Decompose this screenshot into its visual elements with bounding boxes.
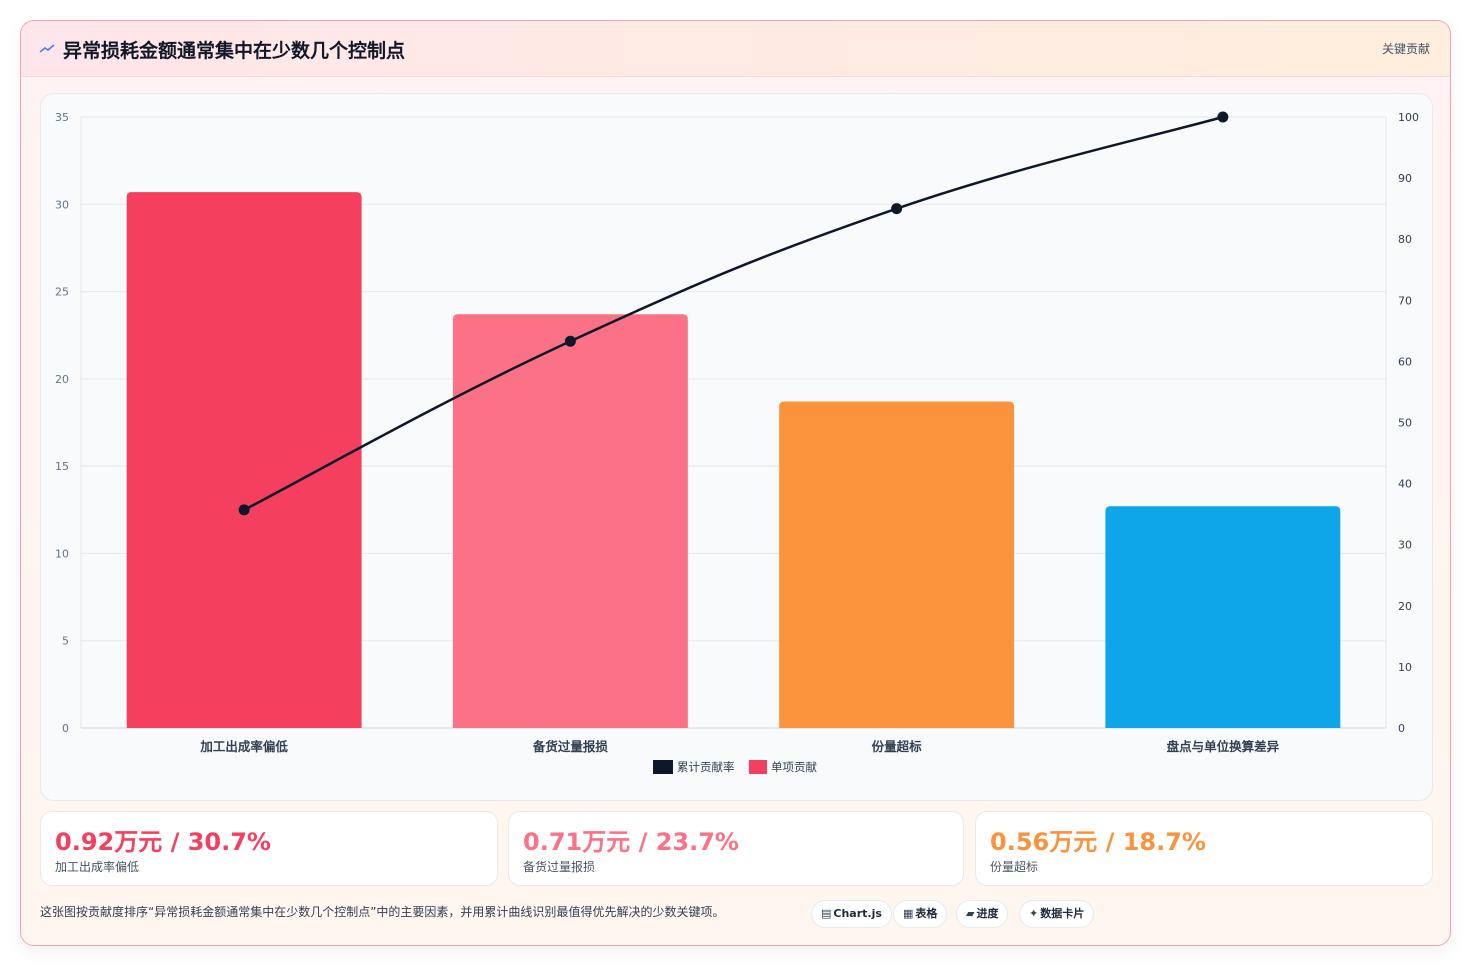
y-left-tick-label: 0 [62,722,69,735]
page-title: 异常损耗金额通常集中在少数几个控制点 [63,40,406,62]
y-right-tick-label: 90 [1398,172,1412,185]
stat-value: 0.92万元 / 30.7% [55,828,271,856]
progress-icon: ▰ [966,907,975,920]
bar [1105,506,1341,728]
pill-label: Chart.js [833,907,882,920]
y-right-tick-label: 40 [1398,478,1412,491]
stat-card-1: 0.92万元 / 30.7% 加工出成率偏低 [40,811,498,886]
legend-label: 累计贡献率 [677,760,735,774]
pill-chartjs[interactable]: ▤ Chart.js [811,900,892,928]
bar [126,192,362,729]
trend-icon [39,44,55,53]
pareto-chart: 0 5 10 15 20 25 30 35 0 10 20 30 40 50 60 70 80 90 100 加工出成… [55,111,1419,774]
chart-icon: ▤ [821,907,832,920]
pill-label: 进度 [976,907,999,920]
y-right-tick-label: 70 [1398,294,1412,307]
y-right-tick-label: 20 [1398,600,1412,613]
cumulative-point [238,504,250,516]
table-icon: ▦ [903,907,914,920]
y-left-tick-label: 20 [55,373,69,386]
y-right-tick-label: 10 [1398,661,1412,674]
y-right-tick-label: 30 [1398,539,1412,552]
y-left-tick-label: 25 [55,286,69,299]
cumulative-line [243,115,1224,511]
stat-card-3: 0.56万元 / 18.7% 份量超标 [975,811,1433,886]
y-right-tick-label: 80 [1398,233,1412,246]
pill-table[interactable]: ▦ 表格 [893,900,948,928]
stat-value: 0.56万元 / 18.7% [990,828,1206,856]
y-right-tick-label: 100 [1398,111,1419,124]
cumulative-point [891,203,903,215]
pill-label: 数据卡片 [1040,907,1085,920]
pill-datacard[interactable]: ✦ 数据卡片 [1019,900,1095,928]
x-tick-label: 盘点与单位换算差异 [1167,739,1280,754]
y-left-tick-label: 35 [55,111,69,124]
legend-swatch-bar [749,760,767,774]
stat-card-2: 0.71万元 / 23.7% 备货过量报损 [508,811,964,886]
y-left-tick-label: 15 [55,460,69,473]
legend-label: 单项贡献 [771,760,817,774]
y-left-tick-label: 30 [55,198,69,211]
y-right-tick-label: 60 [1398,355,1412,368]
stat-value: 0.71万元 / 23.7% [523,828,739,856]
stat-label: 备货过量报损 [523,860,596,874]
y-left-tick-label: 5 [62,635,69,648]
cumulative-point [1217,111,1229,123]
chart-panel: 0 5 10 15 20 25 30 35 0 10 20 30 40 50 60 70 80 90 100 加工出成… [40,93,1433,801]
stat-label: 加工出成率偏低 [55,860,140,874]
y-right-tick-label: 0 [1398,722,1405,735]
card-icon: ✦ [1029,907,1039,920]
bar [779,401,1015,728]
cumulative-point [564,335,576,347]
legend-swatch-line [653,760,673,774]
card-header: 异常损耗金额通常集中在少数几个控制点 关键贡献 [21,21,1450,77]
report-card: 异常损耗金额通常集中在少数几个控制点 关键贡献 0 5 10 15 20 25 30 35 0 1… [20,20,1451,946]
stat-label: 份量超标 [990,860,1039,874]
y-right-tick-label: 50 [1398,417,1412,430]
y-left-tick-label: 10 [55,547,69,560]
x-tick-label: 备货过量报损 [532,739,609,754]
pill-progress[interactable]: ▰ 进度 [956,900,1009,928]
footer-note: 这张图按贡献度排序“异常损耗金额通常集中在少数几个控制点”中的主要因素，并用累计… [40,905,725,919]
x-tick-label: 份量超标 [872,739,923,754]
pill-label: 表格 [915,907,938,920]
x-tick-label: 加工出成率偏低 [199,739,288,754]
bar [452,314,688,728]
header-tag: 关键贡献 [1381,42,1430,56]
